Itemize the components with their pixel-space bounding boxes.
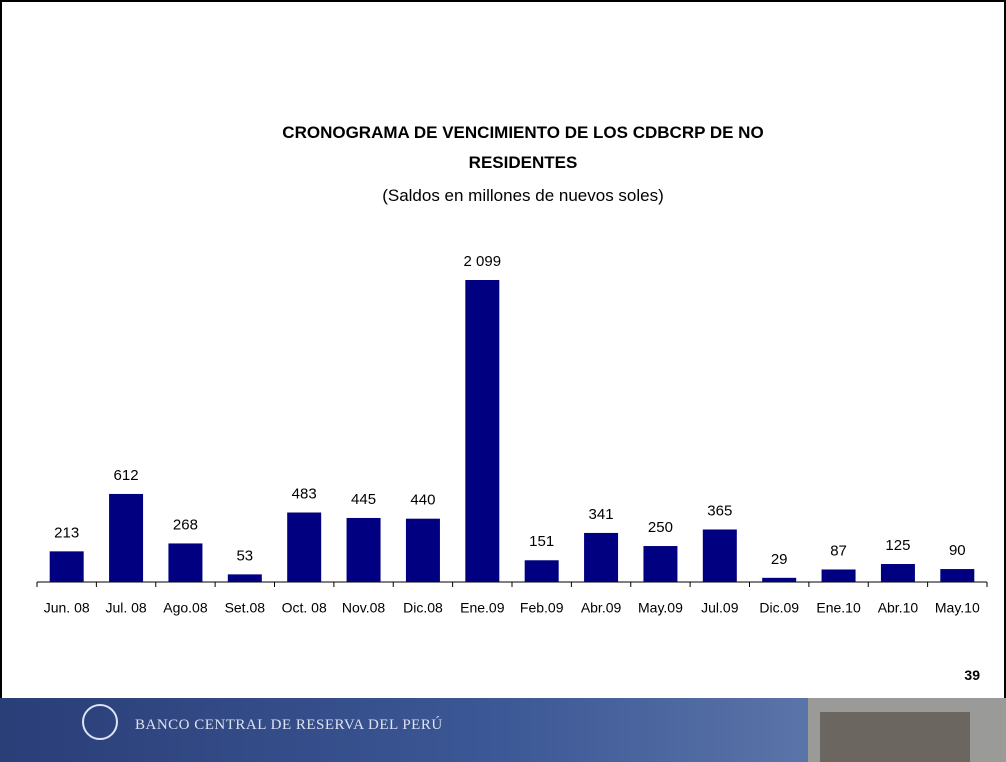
x-tick-label: May.10 [935,600,980,616]
value-label: 87 [830,542,847,559]
value-label: 2 099 [464,253,502,270]
x-tick-label: Oct. 08 [282,600,327,616]
bar [524,560,559,582]
value-label: 483 [292,485,317,502]
x-tick-label: Ene.10 [816,600,861,616]
bar [227,574,262,582]
x-tick-label: Ago.08 [163,600,208,616]
footer-photo-building [820,712,970,762]
x-tick-label: Jul.09 [701,600,739,616]
x-tick-label: Dic.08 [403,600,443,616]
value-label: 29 [771,551,788,568]
bar [405,518,440,582]
value-label: 341 [589,506,614,523]
bar [109,493,144,582]
x-tick-label: Ene.09 [460,600,505,616]
value-label: 440 [410,492,435,509]
value-label: 365 [707,502,732,519]
bar [168,543,203,582]
bar [643,546,678,582]
bank-logo [82,704,118,740]
bar [702,529,737,582]
x-tick-label: Jul. 08 [105,600,146,616]
x-tick-label: May.09 [638,600,683,616]
chart-subtitle: (Saldos en millones de nuevos soles) [382,186,664,205]
x-tick-label: Set.08 [225,600,266,616]
x-tick-label: Dic.09 [759,600,799,616]
x-tick-label: Abr.10 [878,600,919,616]
bar [584,532,619,582]
bar [762,577,797,582]
x-tick-label: Abr.09 [581,600,622,616]
value-label: 445 [351,491,376,508]
x-tick-label: Jun. 08 [44,600,90,616]
page-number: 39 [964,667,980,683]
bar [465,280,500,582]
x-tick-label: Feb.09 [520,600,564,616]
x-tick-label: Nov.08 [342,600,386,616]
chart-title: CRONOGRAMA DE VENCIMIENTO DE LOS CDBCRP … [282,123,764,172]
value-label: 250 [648,519,673,536]
value-label: 53 [236,547,253,564]
bar [287,512,322,582]
value-label: 612 [114,467,139,484]
bar [940,569,975,582]
bar [49,551,84,582]
value-label: 268 [173,516,198,533]
bar [346,517,381,582]
bank-name: BANCO CENTRAL DE RESERVA DEL PERÚ [135,717,443,733]
bar [821,569,856,582]
bar [880,564,915,582]
value-label: 125 [885,537,910,554]
value-label: 213 [54,524,79,541]
value-label: 151 [529,533,554,550]
value-label: 90 [949,542,966,559]
